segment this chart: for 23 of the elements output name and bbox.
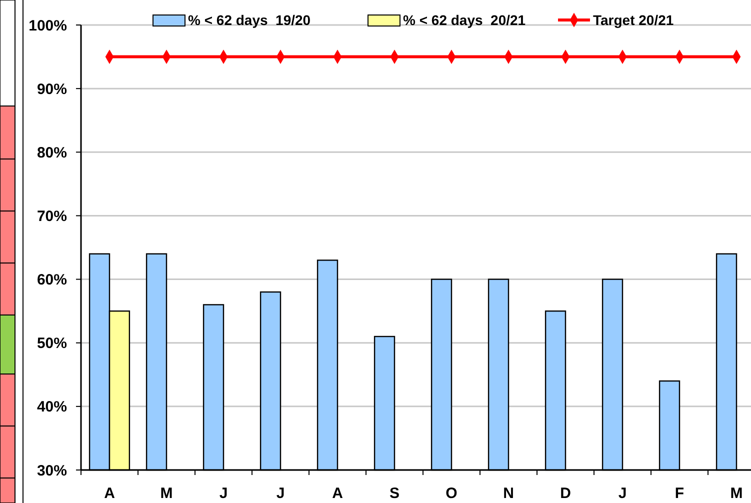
x-tick-label: J [618,485,627,502]
x-tick-label: A [104,485,116,502]
x-tick-label: J [276,485,285,502]
x-tick-label: N [503,485,514,502]
x-tick-label: M [160,485,173,502]
x-tick-label: F [674,485,684,502]
y-tick-label: 50% [36,335,67,352]
y-tick-label: 70% [36,208,67,225]
x-tick-label: M [730,485,743,502]
x-tick-label: O [446,485,458,502]
x-tick-label: J [219,485,228,502]
legend-label: % < 62 days 19/20 [188,12,311,28]
x-tick-label: S [389,485,400,502]
legend-label: Target 20/21 [593,12,674,28]
y-tick-label: 30% [36,462,67,480]
x-tick-label: A [332,485,344,502]
x-tick-label: D [560,485,572,502]
y-tick-label: 80% [36,144,67,162]
legend-label: % < 62 days 20/21 [403,12,526,28]
y-tick-label: 60% [36,272,67,289]
y-tick-label: 100% [28,17,67,34]
y-tick-label: 90% [36,80,67,98]
y-tick-label: 40% [36,398,67,416]
